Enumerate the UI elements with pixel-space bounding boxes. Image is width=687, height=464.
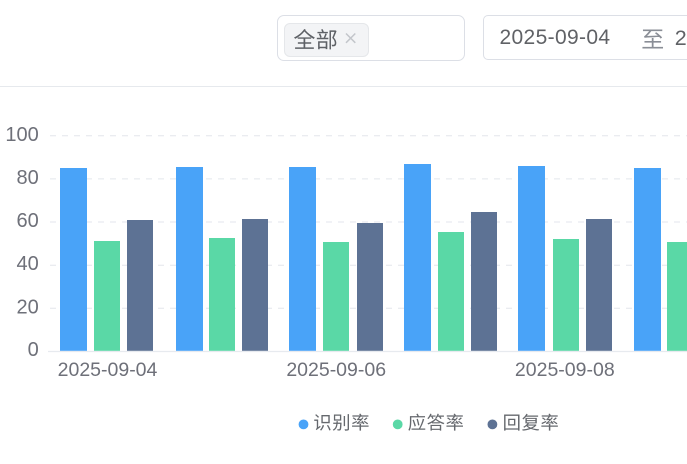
svg-text:60: 60 bbox=[17, 210, 39, 232]
svg-text:2025-09-04: 2025-09-04 bbox=[58, 359, 158, 381]
svg-text:2025-09-08: 2025-09-08 bbox=[515, 359, 615, 381]
svg-text:20: 20 bbox=[17, 296, 39, 318]
svg-text:80: 80 bbox=[17, 167, 39, 189]
svg-text:100: 100 bbox=[5, 124, 38, 146]
svg-text:2025-09-06: 2025-09-06 bbox=[286, 359, 386, 381]
svg-text:0: 0 bbox=[28, 339, 39, 361]
svg-text:40: 40 bbox=[17, 253, 39, 275]
